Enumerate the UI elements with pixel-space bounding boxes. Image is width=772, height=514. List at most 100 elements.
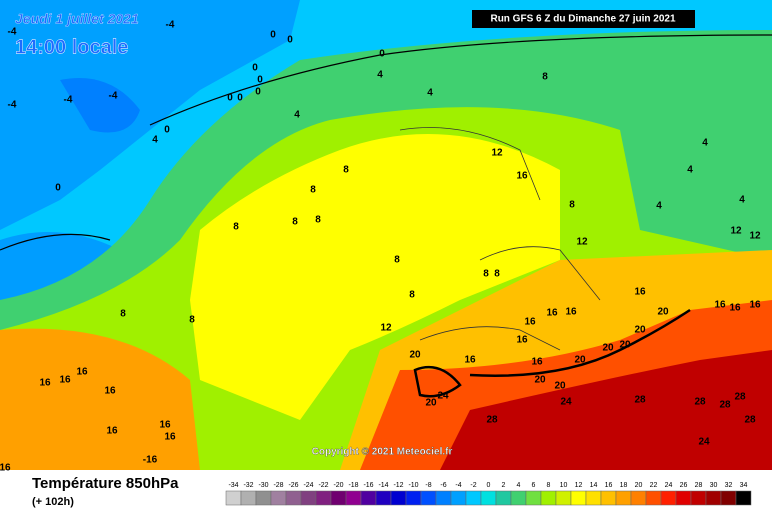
- legend-label: 34: [740, 482, 748, 489]
- footer-lead: (+ 102h): [32, 496, 74, 508]
- legend-label: -8: [425, 482, 431, 489]
- legend-label: 0: [487, 482, 491, 489]
- legend-label: 22: [650, 482, 658, 489]
- contour-label: 16: [634, 287, 646, 298]
- contour-label: 0: [257, 75, 263, 86]
- run-box: [472, 10, 695, 28]
- legend-swatch: [330, 490, 347, 506]
- copyright: Copyright © 2021 Meteociel.fr: [312, 447, 453, 458]
- legend-swatch: [705, 490, 722, 506]
- legend-swatch: [495, 490, 512, 506]
- contour-label: 4: [427, 88, 433, 99]
- legend-label: 32: [725, 482, 733, 489]
- contour-label: 4: [294, 110, 300, 121]
- legend-label: 10: [560, 482, 568, 489]
- contour-label: 16: [524, 317, 536, 328]
- legend-label: -30: [258, 482, 268, 489]
- contour-label: 16: [714, 300, 726, 311]
- contour-label: 28: [734, 392, 746, 403]
- legend-swatch: [645, 490, 662, 506]
- legend-swatch: [570, 490, 587, 506]
- contour-label: 4: [152, 135, 158, 146]
- legend-swatch: [720, 490, 737, 506]
- legend-label: -4: [455, 482, 461, 489]
- legend-label: -10: [408, 482, 418, 489]
- legend-swatch: [420, 490, 437, 506]
- contour-label: 16: [749, 300, 761, 311]
- contour-label: 8: [189, 315, 195, 326]
- legend-swatch: [345, 490, 362, 506]
- contour-label: 12: [380, 323, 392, 334]
- contour-label: 16: [516, 171, 528, 182]
- legend-swatch: [480, 490, 497, 506]
- hot-zone: [0, 328, 200, 470]
- legend-swatch: [585, 490, 602, 506]
- legend-swatch: [510, 490, 527, 506]
- legend-label: 30: [710, 482, 718, 489]
- legend-swatch: [270, 490, 287, 506]
- contour-label: -4: [8, 100, 17, 111]
- contour-label: -4: [8, 27, 17, 38]
- legend-swatch: [630, 490, 647, 506]
- contour-label: 12: [749, 231, 761, 242]
- cold-core: [60, 78, 140, 133]
- contour-label: 16: [164, 432, 176, 443]
- contour-label: 20: [425, 398, 437, 409]
- legend-swatch: [600, 490, 617, 506]
- legend-label: -24: [303, 482, 313, 489]
- contour-label: 28: [486, 415, 498, 426]
- legend-label: 14: [590, 482, 598, 489]
- legend-swatch: [615, 490, 632, 506]
- legend-label: 18: [620, 482, 628, 489]
- contour-label: 20: [574, 355, 586, 366]
- contour-label: 16: [464, 355, 476, 366]
- contour-label: 20: [634, 325, 646, 336]
- legend-swatch: [375, 490, 392, 506]
- contour-label: 8: [409, 290, 415, 301]
- legend-label: 16: [605, 482, 613, 489]
- legend-label: 8: [547, 482, 551, 489]
- legend-swatch: [285, 490, 302, 506]
- legend-label: -16: [363, 482, 373, 489]
- contour-label: 4: [377, 70, 383, 81]
- isotherm: [413, 308, 691, 398]
- legend-swatch: [540, 490, 557, 506]
- contour-label: 12: [576, 237, 588, 248]
- legend-label: 28: [695, 482, 703, 489]
- contour-label: 16: [516, 335, 528, 346]
- contour-label: 8: [310, 185, 316, 196]
- legend-label: -26: [288, 482, 298, 489]
- contour-label: 8: [343, 165, 349, 176]
- legend-label: -34: [228, 482, 238, 489]
- legend-label: -32: [243, 482, 253, 489]
- contour-label: 8: [394, 255, 400, 266]
- legend-label: -6: [440, 482, 446, 489]
- contour-label: 8: [494, 269, 500, 280]
- contour-label: 8: [569, 200, 575, 211]
- contour-label: 16: [531, 357, 543, 368]
- contour-label: 20: [534, 375, 546, 386]
- contour-label: 0: [227, 93, 233, 104]
- contour-label: 20: [602, 343, 614, 354]
- contour-label: 16: [729, 303, 741, 314]
- contour-label: 20: [657, 307, 669, 318]
- legend-swatch: [735, 490, 752, 506]
- contour-label: 8: [542, 72, 548, 83]
- warmer-zone: [190, 134, 560, 420]
- contour-label: 12: [730, 226, 742, 237]
- contour-label: 16: [76, 367, 88, 378]
- contour-label: 0: [237, 93, 243, 104]
- contour-label: 0: [55, 183, 61, 194]
- contour-label: -4: [64, 95, 73, 106]
- contour-label: 28: [719, 400, 731, 411]
- contour-label: 28: [744, 415, 756, 426]
- legend-label: -14: [378, 482, 388, 489]
- cold-zone: [0, 0, 300, 230]
- contour-label: -4: [166, 20, 175, 31]
- contour-label: 8: [315, 215, 321, 226]
- contour-label: 12: [491, 148, 503, 159]
- contour-label: 24: [437, 391, 449, 402]
- contour-label: 16: [59, 375, 71, 386]
